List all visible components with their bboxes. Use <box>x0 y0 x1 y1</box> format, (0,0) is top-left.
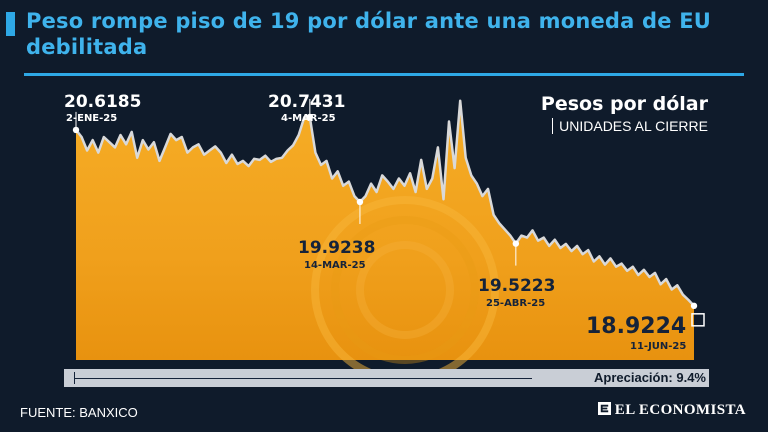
annotation-point-1 <box>306 113 314 121</box>
publisher-logo-icon <box>597 402 611 415</box>
appreciation-bar-line <box>74 378 532 379</box>
annotation-value-start: 20.6185 <box>64 92 142 112</box>
annotation-value-april-low: 19.5223 <box>478 276 556 296</box>
coin-decoration-ring-1 <box>331 216 479 364</box>
title-divider <box>24 73 744 76</box>
annotation-date-max: 4-MAR-25 <box>281 113 336 124</box>
end-marker-box <box>691 313 705 327</box>
title-accent-bar <box>6 12 15 36</box>
annotation-point-0 <box>72 126 80 134</box>
annotation-value-march-low: 19.9238 <box>298 238 376 258</box>
annotation-point-4 <box>690 302 698 310</box>
publisher-logo-text: EL ECONOMISTA <box>614 402 746 418</box>
annotation-point-2 <box>356 198 364 206</box>
annotation-date-april-low: 25-ABR-25 <box>486 298 546 309</box>
annotation-value-end: 18.9224 <box>586 314 687 339</box>
legend-title: Pesos por dólar <box>540 93 708 115</box>
coin-decoration-ring-2 <box>356 241 454 339</box>
chart-title: Peso rompe piso de 19 por dólar ante una… <box>26 9 712 59</box>
series-line <box>75 99 695 307</box>
area-fill <box>76 100 694 360</box>
publisher-logo: EL ECONOMISTA <box>597 402 746 419</box>
legend-subtitle: UNIDADES AL CIERRE <box>552 118 708 134</box>
annotation-point-3 <box>512 240 520 247</box>
annotation-date-end: 11-JUN-25 <box>630 341 687 352</box>
annotation-date-march-low: 14-MAR-25 <box>304 260 366 271</box>
appreciation-label: Apreciación: 9.4% <box>594 370 706 385</box>
annotation-date-start: 2-ENE-25 <box>66 113 118 124</box>
source-note: FUENTE: BANXICO <box>20 405 138 420</box>
annotation-value-max: 20.7431 <box>268 92 346 112</box>
